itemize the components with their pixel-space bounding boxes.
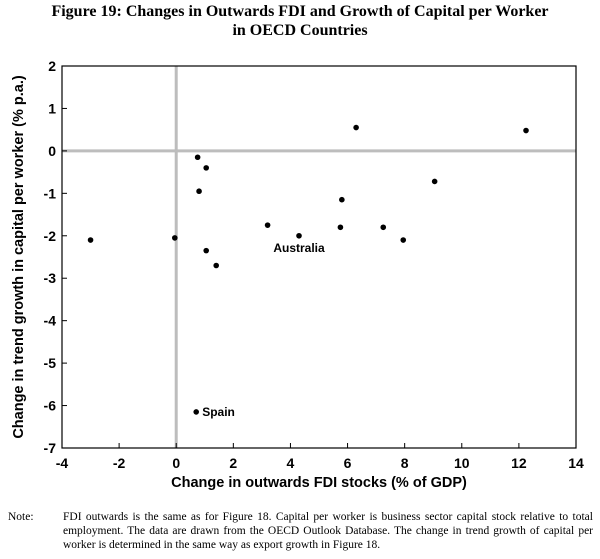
- y-tick-label: 1: [48, 100, 56, 116]
- y-tick-label: -3: [44, 270, 57, 286]
- y-axis-ticks: 2 1 0 -1 -2 -3 -4 -5 -6 -7: [44, 58, 67, 456]
- figure-title-line-1: Figure 19: Changes in Outwards FDI and G…: [51, 3, 549, 20]
- x-tick-label: 2: [229, 455, 237, 471]
- x-tick-label: 0: [172, 455, 180, 471]
- x-tick-label: 10: [454, 455, 470, 471]
- y-tick-label: 2: [48, 58, 56, 74]
- x-tick-label: 6: [344, 455, 352, 471]
- y-tick-label: -6: [44, 398, 57, 414]
- data-point: [339, 196, 345, 203]
- data-point: [203, 165, 210, 171]
- y-tick-label: -2: [44, 228, 57, 244]
- x-tick-label: -2: [113, 455, 126, 471]
- y-tick-label: -4: [44, 313, 57, 329]
- data-point: [264, 222, 271, 228]
- plot-frame: [61, 65, 577, 449]
- data-point: [87, 237, 94, 243]
- data-point: [193, 409, 200, 415]
- figure-title-line-2: in OECD Countries: [232, 22, 368, 39]
- x-tick-label: 4: [287, 455, 295, 471]
- data-point: [296, 232, 302, 239]
- x-tick-label: 8: [401, 455, 409, 471]
- data-point: [194, 154, 201, 161]
- data-point: [213, 262, 219, 269]
- data-point: [353, 124, 359, 131]
- point-label: Spain: [202, 405, 235, 419]
- data-points: Spain Australia: [87, 124, 529, 419]
- data-point: [171, 235, 178, 241]
- y-tick-label: 0: [48, 143, 56, 159]
- data-point: [196, 188, 202, 195]
- x-tick-label: -4: [56, 455, 69, 471]
- x-axis-label: Change in outwards FDI stocks (% of GDP): [171, 475, 467, 491]
- data-point: [523, 127, 529, 134]
- figure-title: Figure 19: Changes in Outwards FDI and G…: [0, 2, 600, 40]
- x-axis-ticks: -4 -2 0 2 4 6 8 10 12 14: [56, 443, 584, 471]
- y-axis-label: Change in trend growth in capital per wo…: [11, 75, 27, 439]
- x-tick-label: 14: [568, 455, 584, 471]
- data-point: [203, 247, 210, 254]
- data-point: [431, 178, 438, 185]
- y-tick-label: -5: [44, 355, 57, 371]
- data-point: [380, 224, 387, 231]
- y-tick-label: -1: [44, 185, 57, 201]
- data-point: [337, 224, 344, 231]
- plot-area: [61, 65, 577, 449]
- data-point: [400, 237, 407, 243]
- y-tick-label: -7: [44, 440, 57, 456]
- point-label: Australia: [273, 241, 325, 255]
- x-tick-label: 12: [511, 455, 527, 471]
- note-label: Note:: [8, 511, 34, 523]
- note-text: FDI outwards is the same as for Figure 1…: [63, 511, 593, 551]
